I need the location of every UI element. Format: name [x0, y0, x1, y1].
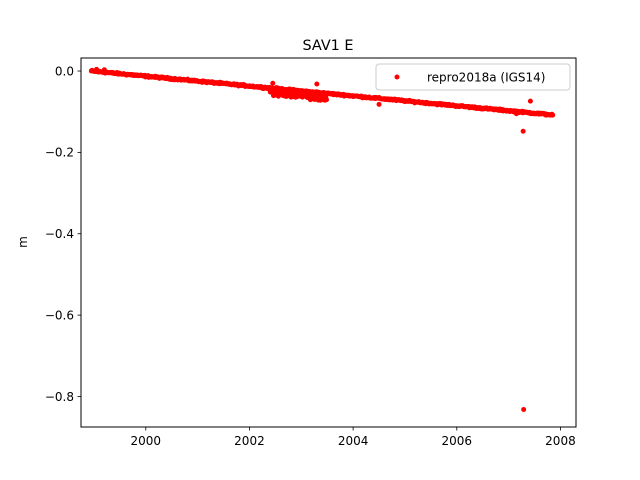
y-axis: 0.0 −0.2 −0.4 −0.6 −0.8	[45, 64, 81, 404]
x-tick-label: 2002	[234, 434, 265, 448]
data-point	[281, 90, 287, 96]
data-point	[293, 93, 299, 99]
axes-frame	[80, 57, 577, 428]
x-tick-label: 2008	[545, 434, 576, 448]
data-point	[513, 111, 519, 117]
data-point	[299, 94, 305, 100]
data-point	[270, 80, 276, 86]
y-tick-label: −0.4	[45, 227, 74, 241]
data-point	[269, 87, 275, 93]
plot-area	[80, 57, 577, 428]
x-tick-label: 2006	[442, 434, 473, 448]
chart-title: SAV1 E	[303, 38, 354, 54]
legend-box	[375, 63, 571, 91]
data-point	[521, 407, 527, 413]
data-point	[319, 96, 325, 102]
data-point	[376, 101, 382, 107]
data-point	[285, 91, 291, 97]
data-points	[88, 66, 556, 413]
y-tick-label: −0.6	[45, 308, 74, 322]
y-tick-label: 0.0	[55, 64, 74, 78]
data-point	[94, 66, 100, 72]
y-tick-label: −0.8	[45, 390, 74, 404]
data-point	[312, 93, 318, 99]
data-point	[314, 81, 320, 87]
legend-label: repro2018a (IGS14)	[427, 71, 545, 85]
data-point	[527, 98, 533, 104]
x-axis: 2000 2002 2004 2006 2008	[131, 427, 576, 448]
data-point	[477, 105, 483, 111]
legend-marker	[394, 74, 400, 80]
legend: repro2018a (IGS14)	[375, 63, 571, 91]
x-tick-label: 2000	[131, 434, 162, 448]
data-point	[550, 112, 556, 118]
data-point	[299, 90, 305, 96]
data-point	[520, 128, 526, 134]
y-tick-label: −0.2	[45, 146, 74, 160]
data-point	[101, 67, 107, 73]
data-point	[306, 94, 312, 100]
x-tick-label: 2004	[338, 434, 369, 448]
y-axis-label: m	[16, 236, 30, 248]
